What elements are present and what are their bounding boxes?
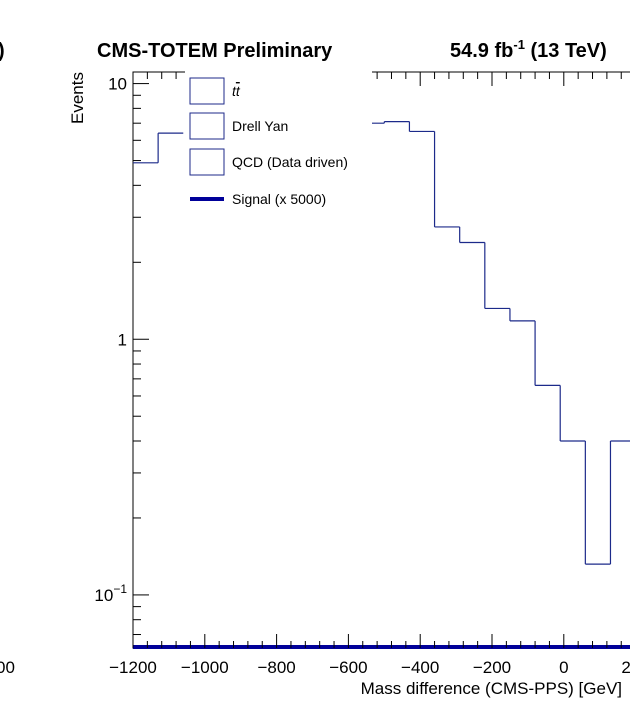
lumi: 54.9 fb [450,40,513,62]
legend-label: Signal (x 5000) [232,191,326,207]
legend-swatch [189,77,225,105]
chart-title: CMS-TOTEM Preliminary [97,40,333,62]
lumi-energy: (13 TeV) [525,40,607,62]
x-tick-label: −1000 [181,658,229,677]
x-tick-label: 200 [621,658,630,677]
y-tick-base: 10 [94,586,113,605]
x-tick-label: −600 [329,658,367,677]
x-tick-label: −400 [401,658,439,677]
y-tick-base: 10 [108,75,127,94]
legend-label-part: Signal (x 5000) [232,191,326,207]
x-tick-label: 0 [559,658,568,677]
legend: tt Drell Yan QCD (Data driven) Signal (x 50… [185,71,372,215]
x-tick-label: −200 [473,658,511,677]
x-axis-title: Mass difference (CMS-PPS) [GeV] [361,679,622,698]
y-tick-base: 1 [118,330,127,349]
legend-swatch [189,148,225,176]
y-tick-label: 10 [108,75,127,94]
fragment: ) [0,40,5,62]
legend-label-part: QCD (Data driven) [232,154,348,170]
legend-swatch [189,112,225,140]
legend-label-part: t [236,83,241,99]
y-tick-label: 1 [118,330,127,349]
legend-label-part: Drell Yan [232,118,288,134]
x-tick-label: −1200 [109,658,157,677]
lumi-label: 54.9 fb-1 (13 TeV) [450,37,607,62]
legend-label: Drell Yan [232,118,288,134]
y-tick-exponent: −1 [113,582,127,596]
x-tick-label: −800 [257,658,295,677]
fragment: 00 [0,658,15,677]
legend-label-part: t [232,83,237,99]
lumi-exponent: -1 [513,37,525,52]
legend-label: QCD (Data driven) [232,154,348,170]
y-axis-title: Events [68,72,87,124]
y-tick-label: 10−1 [94,582,127,605]
legend-label: tt [232,83,241,99]
